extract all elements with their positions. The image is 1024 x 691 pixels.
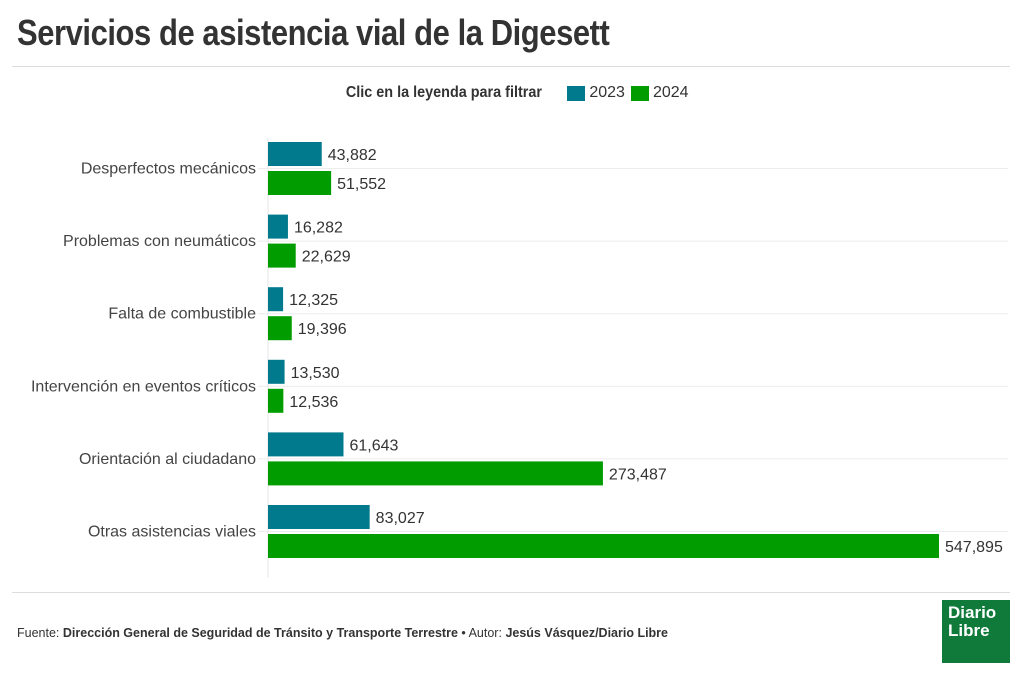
diario-libre-logo: Diario Libre (942, 600, 1010, 663)
page-title: Servicios de asistencia vial de la Diges… (17, 12, 610, 53)
category-label: Problemas con neumáticos (63, 233, 256, 250)
footer-divider (12, 592, 1010, 593)
bar-2023 (268, 359, 285, 384)
data-label-2024: 273,487 (609, 466, 667, 483)
bar-chart: Desperfectos mecánicos 43,882 51,552 Proble… (31, 138, 1008, 578)
data-label-2023: 83,027 (376, 510, 425, 527)
logo-line1: Diario (948, 603, 997, 622)
data-label-2024: 19,396 (298, 321, 347, 338)
bar-2023 (268, 287, 284, 312)
category-label: Orientación al ciudadano (79, 451, 256, 468)
data-label-2024: 547,895 (945, 539, 1003, 556)
bar-2023 (268, 214, 288, 239)
data-label-2024: 12,536 (289, 394, 338, 411)
logo-line2: Libre (948, 621, 990, 640)
legend-swatch-2023 (567, 85, 586, 101)
data-label-2023: 43,882 (328, 147, 377, 164)
footer-separator: • (461, 626, 466, 640)
author-label: Autor: (468, 626, 502, 640)
data-label-2023: 61,643 (349, 437, 398, 454)
bar-2024 (268, 534, 939, 558)
bar-2023 (268, 142, 322, 166)
category-label: Intervención en eventos críticos (31, 378, 256, 395)
bar-2024 (268, 171, 332, 195)
category-label: Falta de combustible (108, 306, 256, 323)
bar-2023 (268, 432, 344, 457)
data-label-2023: 16,282 (294, 220, 343, 237)
bar-2023 (268, 505, 370, 529)
legend-item-2024[interactable]: 2024 (630, 84, 689, 102)
legend-swatch-2024 (630, 85, 649, 101)
category-label: Desperfectos mecánicos (81, 161, 256, 178)
bar-2024 (268, 316, 292, 341)
legend: Clic en la leyenda para filtrar 2023 202… (0, 84, 1024, 102)
data-label-2023: 13,530 (291, 365, 340, 382)
data-label-2024: 22,629 (302, 249, 351, 266)
source-label: Fuente: (17, 626, 60, 640)
bar-2024 (268, 243, 296, 268)
footer: Fuente: Dirección General de Seguridad d… (17, 626, 668, 640)
header-divider (12, 66, 1010, 67)
author-text: Jesús Vásquez/Diario Libre (505, 626, 668, 640)
category-label: Otras asistencias viales (88, 524, 256, 541)
data-label-2023: 12,325 (289, 292, 338, 309)
legend-label-2024: 2024 (652, 84, 689, 101)
legend-hint: Clic en la leyenda para filtrar (346, 84, 543, 101)
legend-item-2023[interactable]: 2023 (567, 84, 625, 102)
legend-label-2023: 2023 (589, 84, 625, 101)
data-label-2024: 51,552 (337, 176, 386, 193)
source-text: Dirección General de Seguridad de Tránsi… (62, 626, 458, 640)
bar-2024 (268, 388, 284, 413)
bar-2024 (268, 461, 603, 486)
